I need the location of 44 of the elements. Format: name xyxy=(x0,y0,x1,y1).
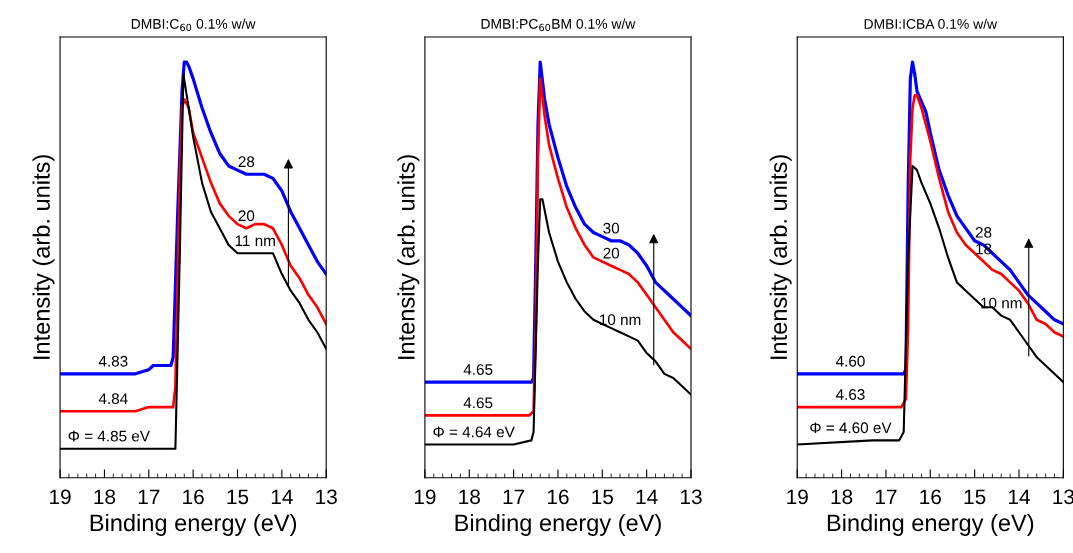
x-axis-title: Binding energy (eV) xyxy=(455,513,661,536)
annotation: 30 xyxy=(603,222,620,234)
x-tick-label: 17 xyxy=(138,489,160,504)
x-tick-label: 15 xyxy=(227,489,249,505)
chart-title: DMBI:C$_{60}$ 0.1% w/w xyxy=(131,18,256,32)
annotation: 28 xyxy=(975,226,992,238)
chart-title: DMBI:PC$_{60}$BM 0.1% w/w xyxy=(481,18,636,32)
x-tick-label: 18 xyxy=(459,489,480,505)
x-tick-label: 13 xyxy=(681,489,702,505)
x-tick-label: 14 xyxy=(636,489,658,504)
annotation: 11 nm xyxy=(235,235,275,246)
x-tick-label: 17 xyxy=(503,489,525,504)
annotation: Φ = 4.60 eV xyxy=(810,422,892,434)
annotation: 4.65 xyxy=(463,397,493,409)
x-tick-label: 18 xyxy=(831,489,853,505)
annotation: 20 xyxy=(603,247,620,259)
y-axis-title: Intensity (arb. units) xyxy=(397,155,420,359)
x-axis-title: Binding energy (eV) xyxy=(90,513,297,536)
x-tick-label: 16 xyxy=(183,489,204,505)
x-tick-label: 16 xyxy=(920,489,941,505)
x-tick-label: 14 xyxy=(1009,489,1030,504)
x-tick-label: 15 xyxy=(964,489,986,505)
x-tick-label: 15 xyxy=(592,489,614,505)
annotation: 4.63 xyxy=(835,389,865,400)
y-axis-title: Intensity (arb. units) xyxy=(769,155,792,359)
annotation: Φ = 4.64 eV xyxy=(433,426,515,438)
x-axis-title: Binding energy (eV) xyxy=(827,513,1034,536)
chart-title: DMBI:ICBA 0.1% w/w xyxy=(864,18,998,29)
y-axis-title: Intensity (arb. units) xyxy=(32,155,55,359)
annotation: 4.84 xyxy=(98,393,128,405)
x-tick-label: 18 xyxy=(94,489,116,505)
x-tick-label: 14 xyxy=(271,489,293,504)
x-tick-label: 19 xyxy=(787,489,808,505)
annotation: 4.65 xyxy=(463,364,493,375)
x-tick-label: 19 xyxy=(414,489,436,505)
x-tick-label: 19 xyxy=(50,489,71,505)
x-tick-label: 17 xyxy=(875,489,897,504)
annotation: 20 xyxy=(238,210,255,222)
annotation: 28 xyxy=(238,156,255,168)
annotation: 4.60 xyxy=(835,355,865,367)
annotation: 4.83 xyxy=(98,355,128,367)
x-tick-label: 16 xyxy=(547,489,569,505)
x-tick-label: 13 xyxy=(316,489,337,505)
annotation: Φ = 4.85 eV xyxy=(68,430,150,442)
